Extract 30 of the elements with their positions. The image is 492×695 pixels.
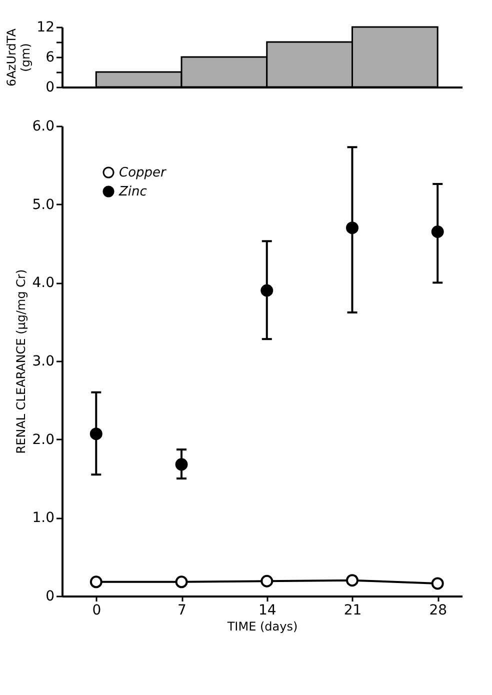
point: [431, 226, 444, 238]
y-tick-label: 6.0: [32, 118, 54, 134]
legend-label: Zinc: [118, 184, 147, 200]
y-tick-label: 0: [46, 80, 54, 96]
point: [175, 576, 188, 588]
y-tick-label: 0: [46, 588, 54, 604]
x-tick-label: 0: [92, 602, 102, 618]
y-tick-label: 5.0: [32, 196, 54, 213]
point: [346, 574, 358, 587]
x-tick-label: 7: [178, 602, 186, 618]
point: [260, 574, 274, 588]
y-tick-label: 1.0: [32, 510, 54, 526]
y-tick-label: 3.0: [32, 354, 54, 370]
y-tick-label: 6: [46, 50, 55, 66]
y-tick-label: 4.0: [32, 275, 54, 292]
point: [90, 428, 102, 440]
legend-label: Copper: [119, 166, 168, 180]
y-axis-title: RENAL CLEARANCE (μg/mg Cr): [14, 269, 28, 454]
x-tick-label: 14: [258, 602, 276, 618]
y-tick-label: 12: [36, 20, 54, 36]
x-axis-title: TIME (days): [226, 620, 298, 634]
point: [260, 284, 274, 297]
point: [90, 576, 102, 588]
x-tick-label: 28: [429, 602, 448, 618]
point: [346, 222, 358, 234]
x-tick-label: 21: [344, 602, 362, 618]
y-tick-label: 2.0: [32, 432, 54, 448]
point: [175, 458, 188, 471]
point: [431, 577, 444, 590]
y-axis-title: 6AzUrdTA (gm): [4, 28, 33, 86]
